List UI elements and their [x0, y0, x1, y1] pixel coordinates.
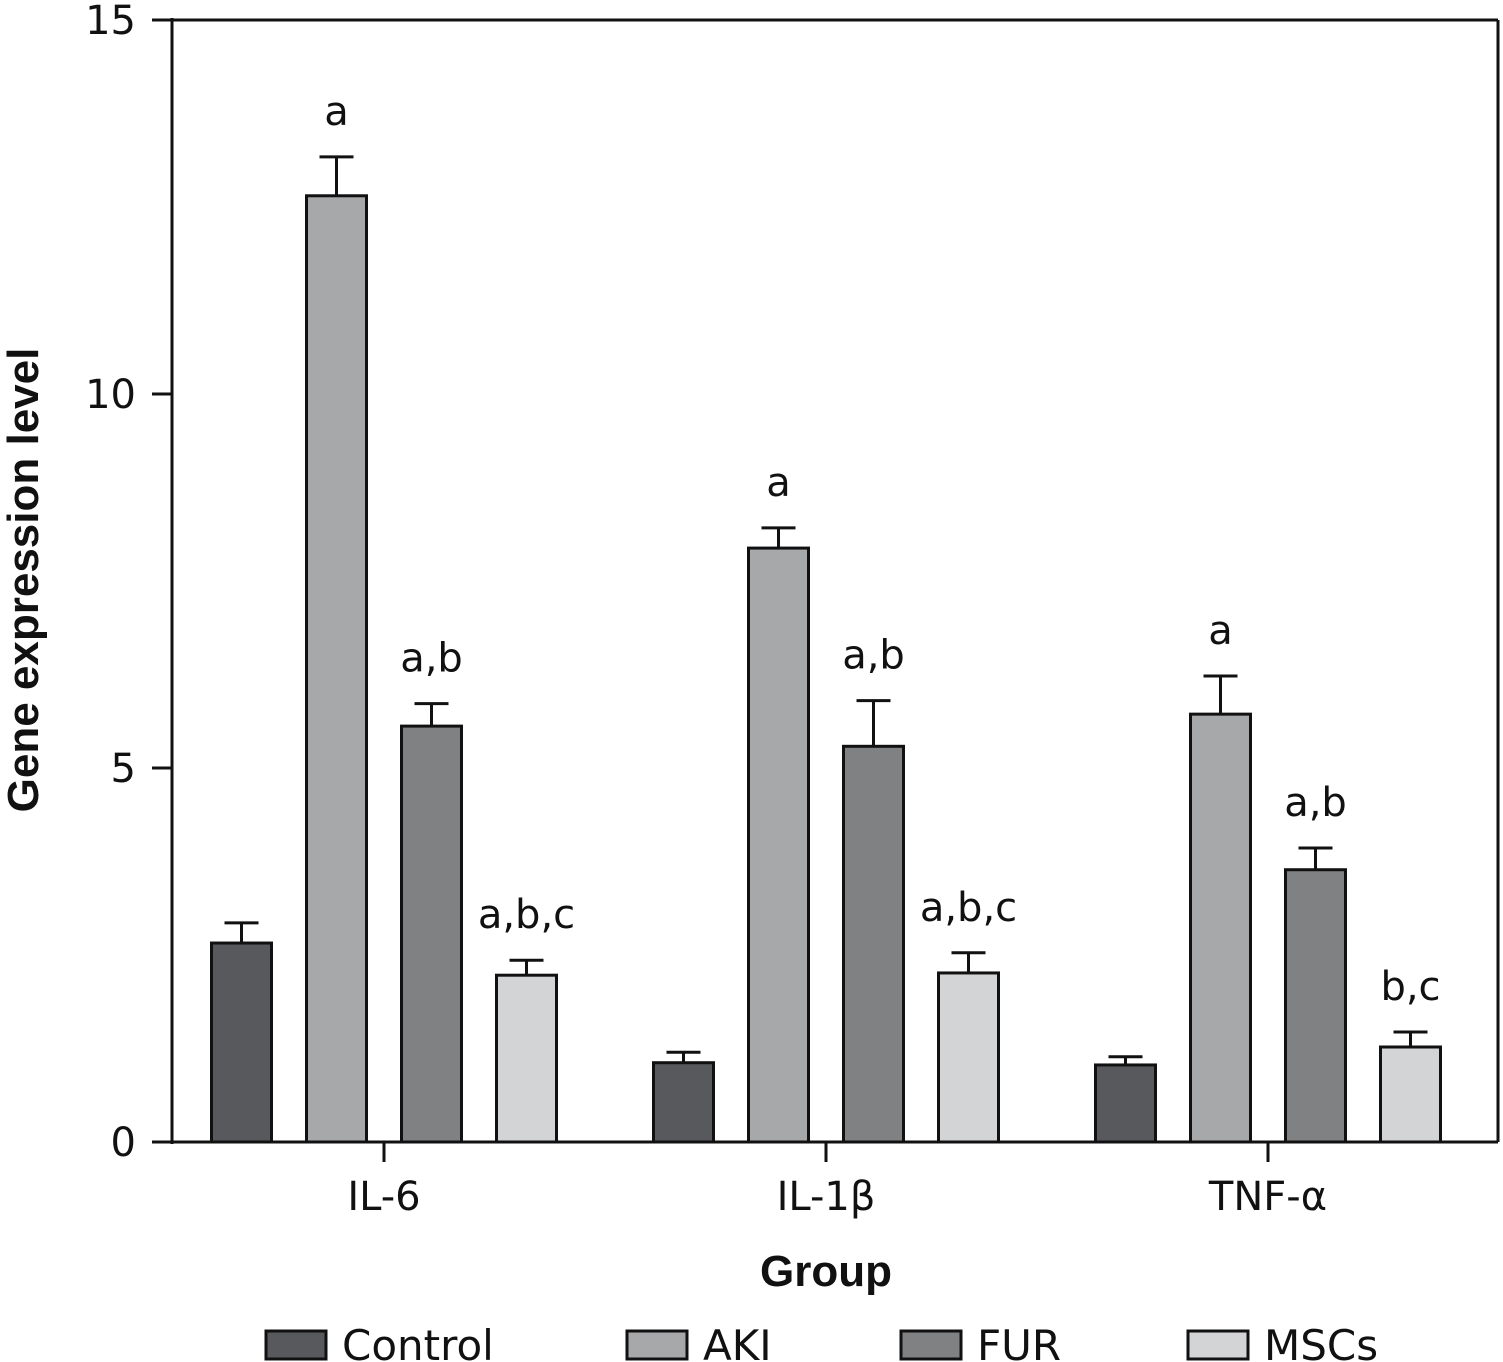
bar-aki	[747, 546, 810, 1144]
x-axis-title: Group	[760, 1247, 892, 1296]
y-tick-label: 15	[85, 0, 136, 44]
legend-swatch	[625, 1329, 689, 1361]
legend-label: MSCs	[1264, 1321, 1378, 1362]
y-axis-title: Gene expression level	[0, 348, 48, 813]
significance-label: a,b	[842, 633, 905, 679]
bar-aki	[1189, 712, 1252, 1144]
bar-control	[1094, 1063, 1157, 1144]
bar-control	[652, 1061, 715, 1144]
y-tick-label: 0	[111, 1120, 136, 1166]
legend-item-aki: AKI	[625, 1321, 772, 1362]
legend-item-fur: FUR	[899, 1321, 1061, 1362]
bar-fur	[842, 744, 905, 1144]
legend: Control AKI FUR MSCs	[264, 1321, 1378, 1362]
legend-swatch	[264, 1329, 328, 1361]
significance-label: a	[324, 89, 349, 135]
legend-label: FUR	[977, 1321, 1061, 1362]
x-tick-label: IL-6	[347, 1174, 420, 1220]
bar-fur	[400, 724, 463, 1144]
legend-label: AKI	[703, 1321, 772, 1362]
legend-label: Control	[342, 1321, 494, 1362]
y-axis: 0 5 10 15	[85, 0, 174, 1166]
significance-label: a	[1208, 608, 1233, 654]
x-tick-label: TNF-α	[1208, 1174, 1327, 1220]
bar-control	[210, 941, 273, 1144]
significance-label: a,b	[400, 636, 463, 682]
significance-annotations: a a,b a,b,c a a,b a,b,c a a,b b,c	[324, 89, 1440, 1010]
significance-label: a	[766, 460, 791, 506]
x-axis: IL-6 IL-1β TNF-α	[172, 1140, 1498, 1220]
x-tick-label: IL-1β	[777, 1174, 876, 1220]
bars	[210, 155, 1442, 1144]
significance-label: a,b,c	[478, 892, 575, 938]
bar-aki	[305, 194, 368, 1144]
bar-fur	[1284, 868, 1347, 1144]
significance-label: b,c	[1380, 964, 1440, 1010]
legend-item-control: Control	[264, 1321, 494, 1362]
y-tick-label: 5	[111, 746, 136, 792]
significance-label: a,b	[1284, 780, 1347, 826]
legend-swatch	[899, 1329, 963, 1361]
bar-mscs	[937, 971, 1000, 1144]
plot-frame	[172, 18, 1500, 1142]
legend-item-mscs: MSCs	[1186, 1321, 1378, 1362]
y-tick-label: 10	[85, 372, 136, 418]
bar-mscs	[1379, 1045, 1442, 1144]
bar-mscs	[495, 973, 558, 1144]
significance-label: a,b,c	[920, 885, 1017, 931]
legend-swatch	[1186, 1329, 1250, 1361]
